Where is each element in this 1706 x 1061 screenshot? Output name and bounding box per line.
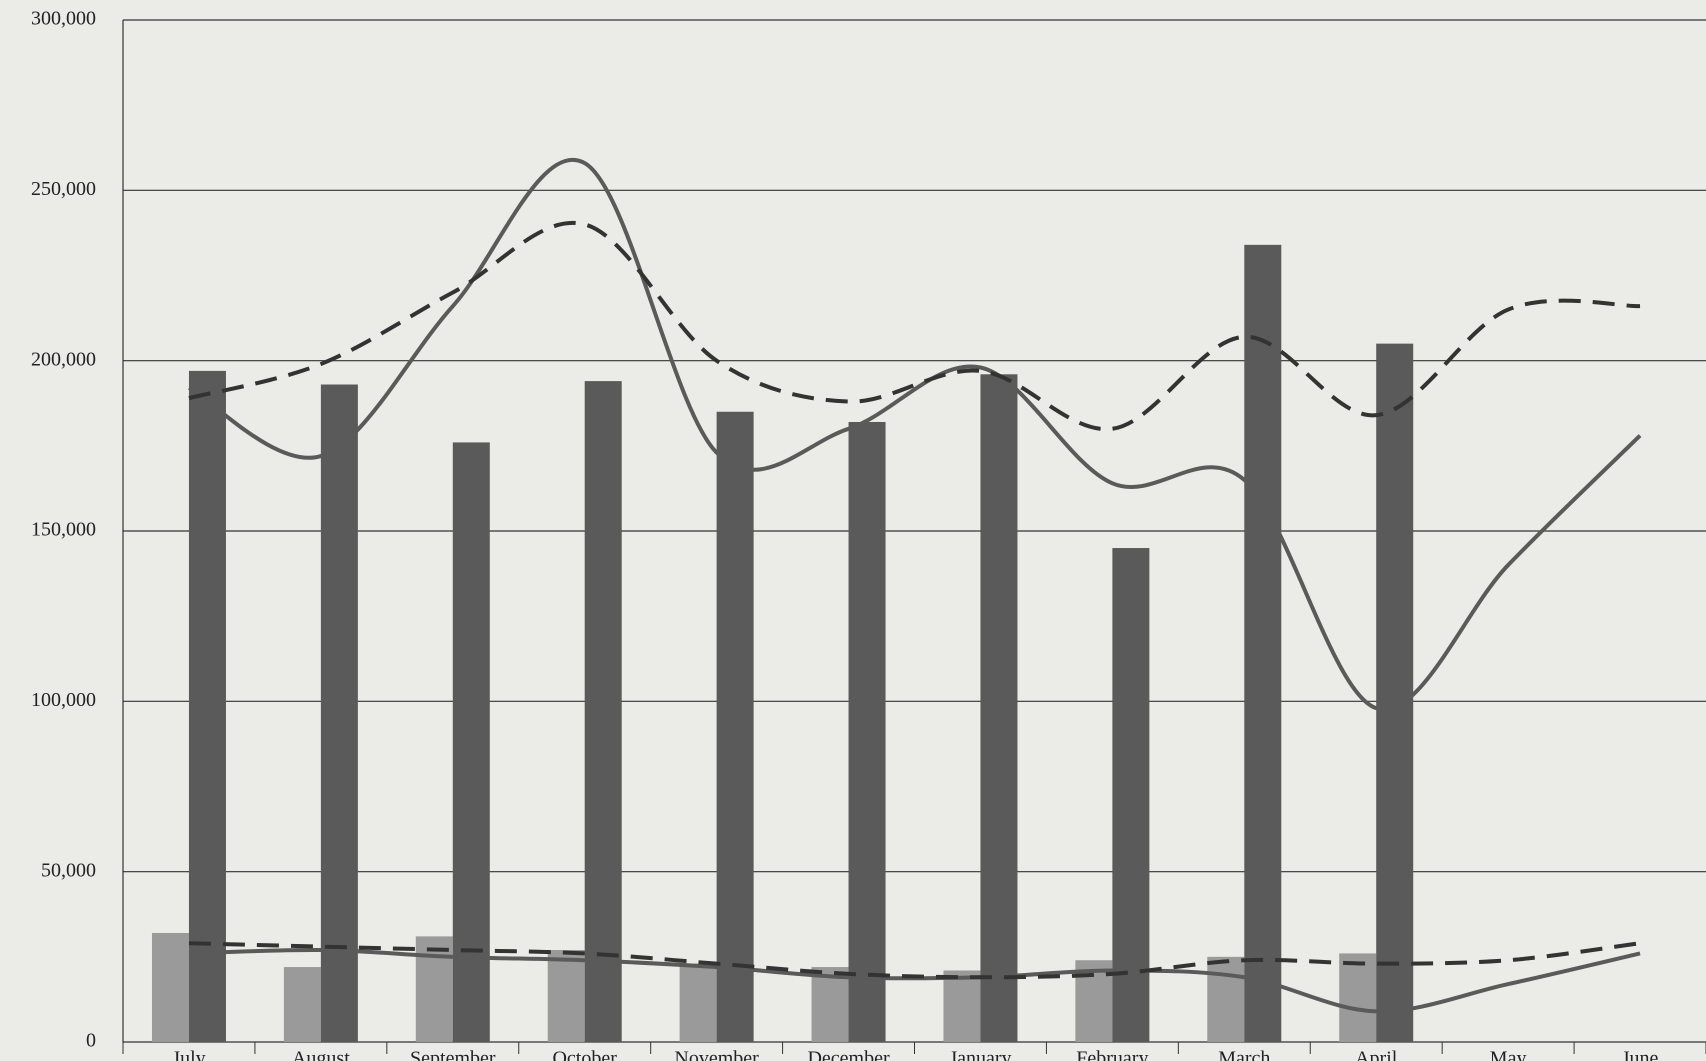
bar (452, 442, 490, 1043)
bar (1376, 343, 1414, 1043)
line (188, 220, 1641, 432)
y-tick-label: 250,000 (31, 178, 96, 200)
bar (1339, 953, 1377, 1042)
bar (811, 967, 849, 1042)
line (187, 158, 1642, 712)
x-tick-label: December (807, 1048, 890, 1061)
bar (716, 411, 754, 1042)
y-tick-label: 200,000 (31, 348, 96, 370)
bar (584, 381, 622, 1042)
bar (980, 374, 1018, 1042)
bar (547, 950, 585, 1042)
bar (415, 936, 453, 1042)
bar (188, 370, 226, 1042)
x-tick-label: September (410, 1048, 496, 1061)
bar (943, 970, 981, 1042)
y-tick-label: 100,000 (31, 689, 96, 711)
x-tick-label: February (1076, 1048, 1148, 1061)
bar (1244, 244, 1282, 1043)
x-tick-label: March (1218, 1048, 1270, 1061)
x-tick-label: July (172, 1048, 205, 1061)
x-tick-label: October (552, 1048, 617, 1061)
x-tick-label: November (674, 1048, 759, 1061)
bar (320, 384, 358, 1043)
y-tick-label: 50,000 (41, 859, 96, 881)
bar (283, 967, 321, 1042)
x-tick-label: June (1622, 1048, 1659, 1061)
x-tick-label: January (949, 1048, 1011, 1061)
x-tick-label: August (292, 1048, 350, 1061)
bar (1207, 956, 1245, 1042)
line (188, 941, 1641, 980)
bar (1112, 548, 1150, 1042)
y-tick-label: 300,000 (31, 8, 96, 30)
y-tick-label: 150,000 (31, 519, 96, 541)
y-tick-label: 0 (86, 1030, 96, 1052)
bar (848, 421, 886, 1042)
bar (151, 932, 189, 1042)
bar (679, 963, 717, 1042)
x-tick-label: May (1490, 1048, 1527, 1061)
x-tick-label: April (1355, 1048, 1398, 1061)
